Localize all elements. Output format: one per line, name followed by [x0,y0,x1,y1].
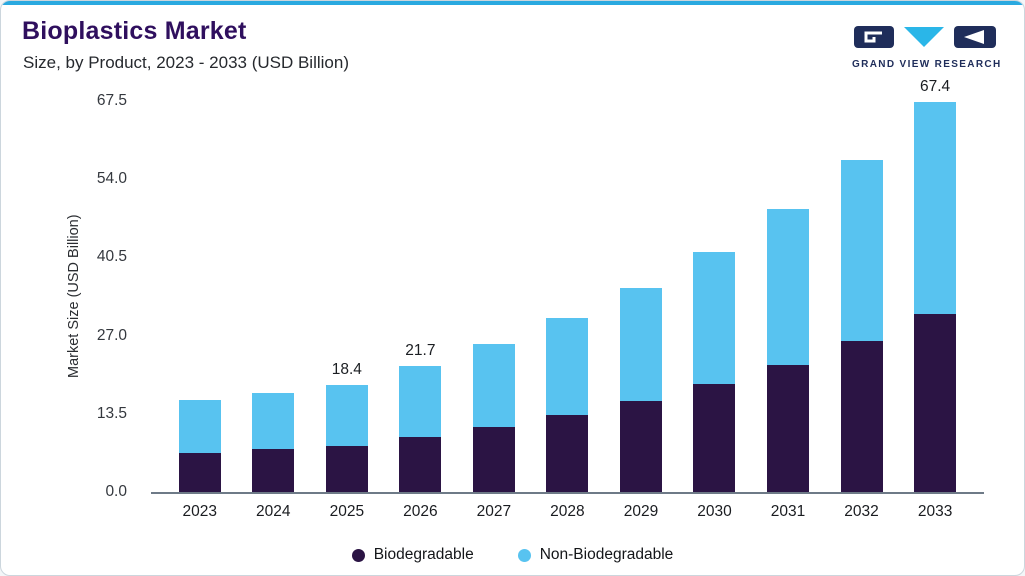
logo-mark-icon [854,26,996,48]
bar-segment-biodegradable [767,364,810,492]
top-accent-bar [1,1,1024,5]
bar-group-2027: 2027 [472,101,515,520]
bar-value-label: 67.4 [919,77,951,95]
bars-container: 2023 2024 18.4 2025 21.7 2026 2027 2028 2029 2030… [151,78,984,520]
bar-stack [840,160,883,492]
bar-segment-biodegradable [840,341,883,492]
bar-segment-biodegradable [399,436,442,492]
bar-value-label: 21.7 [405,342,436,360]
legend-swatch-icon [351,548,365,562]
bar-stack [472,344,515,492]
bar-segment-non-biodegradable [914,101,957,315]
legend-item-biodegradable: Biodegradable [351,546,474,564]
x-axis-label: 2032 [844,503,879,520]
bar-segment-non-biodegradable [619,287,662,402]
y-tick-label: 40.5 [96,248,127,266]
bar-group-2029: 2029 [619,101,662,520]
bar-segment-biodegradable [178,452,221,492]
bar-group-2024: 2024 [252,101,295,520]
bar-segment-non-biodegradable [252,392,295,450]
x-axis-label: 2030 [697,503,732,520]
bar-stack [767,209,810,492]
grand-view-research-logo: GRAND VIEW RESEARCH [852,25,1002,70]
bar-stack [178,399,221,492]
bar-value-label: 18.4 [331,361,362,379]
bar-segment-biodegradable [619,401,662,492]
bar-segment-non-biodegradable [472,344,515,428]
bar-segment-biodegradable [546,414,589,492]
chart-subtitle: Size, by Product, 2023 - 2033 (USD Billi… [23,53,349,72]
y-tick-label: 67.5 [96,92,127,109]
x-axis-label: 2031 [770,503,806,520]
bar-group-2025: 18.4 2025 [325,101,368,520]
legend: Biodegradable Non-Biodegradable [1,546,1024,564]
bar-segment-biodegradable [252,449,295,492]
bar-group-2023: 2023 [178,101,221,520]
bar-segment-biodegradable [914,314,957,492]
bar-stack [252,392,295,492]
x-axis-label: 2033 [917,503,953,520]
bar-segment-biodegradable [325,445,368,492]
x-axis-label: 2025 [329,503,365,520]
bar-stack [546,318,589,492]
bar-stack [619,287,662,492]
bar-segment-non-biodegradable [399,366,442,437]
bar-segment-non-biodegradable [325,385,368,446]
bar-segment-non-biodegradable [178,399,221,453]
plot-area: 0.0 13.5 27.0 40.5 54.0 67.5 2023 2024 18.4 2025… [97,78,984,520]
x-axis-label: 2026 [403,503,438,520]
bar-segment-non-biodegradable [767,209,810,365]
logo-wordmark: GRAND VIEW RESEARCH [852,59,1002,70]
bar-stack: 21.7 [399,342,442,492]
chart-title: Bioplastics Market [22,17,247,45]
bar-segment-non-biodegradable [546,318,589,415]
x-axis-label: 2027 [476,503,512,520]
bar-segment-non-biodegradable [693,251,736,385]
y-tick-label: 27.0 [96,326,127,344]
x-axis-label: 2029 [623,503,659,520]
legend-item-non-biodegradable: Non-Biodegradable [517,546,674,564]
bar-segment-biodegradable [693,384,736,492]
legend-label: Non-Biodegradable [539,546,674,563]
bar-group-2033: 67.4 2033 [914,78,957,520]
x-axis-label: 2028 [550,503,585,520]
bar-stack: 18.4 [325,361,368,492]
bar-stack [693,251,736,492]
x-axis-label: 2023 [182,503,217,520]
y-axis: 0.0 13.5 27.0 40.5 54.0 67.5 [51,92,137,500]
bar-group-2032: 2032 [840,101,883,520]
y-tick-label: 13.5 [96,404,127,422]
bar-segment-non-biodegradable [840,160,883,342]
y-tick-label: 0.0 [105,483,127,500]
bar-group-2030: 2030 [693,101,736,520]
bar-group-2028: 2028 [546,101,589,520]
legend-swatch-icon [517,548,531,562]
bar-segment-biodegradable [472,427,515,492]
bar-stack: 67.4 [914,77,957,492]
x-axis-label: 2024 [256,503,291,520]
y-tick-label: 54.0 [96,170,127,188]
legend-label: Biodegradable [373,546,474,563]
bar-group-2026: 21.7 2026 [399,101,442,520]
bar-group-2031: 2031 [767,101,810,520]
